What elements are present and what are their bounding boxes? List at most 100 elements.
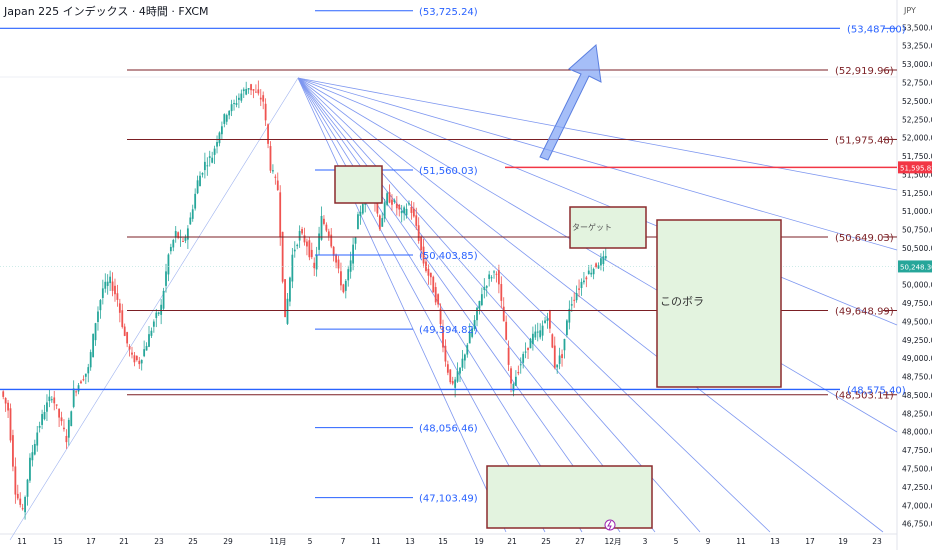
candle-body <box>252 89 255 91</box>
candle-body <box>405 208 408 216</box>
candle-body <box>118 303 121 313</box>
candle-body <box>75 391 78 393</box>
x-tick-label: 9 <box>706 537 711 546</box>
candle-body <box>138 360 141 365</box>
candle-body <box>50 399 53 401</box>
candle-body <box>77 385 80 392</box>
candle-body <box>140 359 143 364</box>
candle-body <box>274 176 277 178</box>
candle-body <box>7 402 9 411</box>
x-tick-label: 12月 <box>604 537 621 546</box>
candle-body <box>143 349 146 357</box>
level-label: (49,648.99) <box>835 306 894 317</box>
candle-body <box>131 352 133 355</box>
x-tick-label: 21 <box>119 537 129 546</box>
candle-body <box>412 208 415 217</box>
x-tick-label: 3 <box>643 537 648 546</box>
candle-body <box>536 331 539 333</box>
candle-body <box>349 260 352 272</box>
fan-line <box>297 77 884 533</box>
candle-body <box>160 304 163 315</box>
candle-body <box>541 325 544 336</box>
fan-line <box>297 77 701 533</box>
candle-body <box>208 156 211 158</box>
x-tick-label: 29 <box>223 537 233 546</box>
y-tick-label: 53,250.00 <box>902 42 932 51</box>
candle-body <box>578 288 580 290</box>
candle-body <box>549 310 551 329</box>
current-price-badge-text: 50,248.30 <box>900 263 932 271</box>
candle-body <box>162 290 165 309</box>
x-tick-label: 19 <box>474 537 484 546</box>
y-tick-label: 48,750.00 <box>902 373 932 382</box>
candle-body <box>514 376 517 386</box>
fib-label: (47,103.49) <box>419 494 478 505</box>
candle-body <box>128 346 131 350</box>
candle-body <box>602 256 605 265</box>
y-tick-label: 48,500.00 <box>902 391 932 400</box>
x-tick-label: 17 <box>86 537 96 546</box>
x-tick-label: 13 <box>770 537 780 546</box>
x-tick-label: 11 <box>17 537 27 546</box>
candle-body <box>551 334 554 348</box>
candle-body <box>89 352 92 368</box>
candle-body <box>38 425 41 428</box>
chart-title: Japan 225 インデックス · 4時間 · FXCM <box>4 5 209 18</box>
currency-label: JPY <box>904 6 916 15</box>
candle-body <box>148 334 150 347</box>
candle-body <box>145 345 148 351</box>
candle-body <box>12 435 14 467</box>
candle-body <box>281 231 284 282</box>
candle-body <box>123 326 126 336</box>
candle-body <box>505 321 508 340</box>
y-tick-label: 51,500.00 <box>902 170 932 179</box>
candle-body <box>403 207 406 214</box>
y-tick-label: 51,250.00 <box>902 189 932 198</box>
fib-label: (48,056.46) <box>419 424 478 435</box>
candle-body <box>303 235 306 243</box>
red-price-badge-text: 51,595.82 <box>900 164 932 172</box>
candle-body <box>563 338 566 351</box>
candle-body <box>211 157 214 163</box>
y-tick-label: 48,000.00 <box>902 428 932 437</box>
candle-body <box>386 193 389 205</box>
candle-body <box>568 308 571 323</box>
level-label: (51,975.48) <box>835 135 894 146</box>
candle-body <box>597 265 600 269</box>
y-tick-label: 51,750.00 <box>902 152 932 161</box>
candle-body <box>233 103 235 105</box>
y-tick-label: 53,500.00 <box>902 23 932 32</box>
candle-body <box>310 249 313 258</box>
fib-label: (53,725.24) <box>419 7 478 18</box>
candle-body <box>335 254 337 263</box>
candle-body <box>301 229 303 234</box>
candle-body <box>461 358 464 368</box>
volatility-box <box>656 219 782 388</box>
current-price-badge <box>898 260 932 273</box>
candle-body <box>573 299 576 301</box>
candle-body <box>325 224 328 231</box>
candle-body <box>84 373 87 377</box>
candle-body <box>41 414 43 425</box>
candle-body <box>109 276 112 284</box>
y-tick-label: 47,500.00 <box>902 465 932 474</box>
y-tick-label: 53,000.00 <box>902 60 932 69</box>
candle-body <box>497 270 500 285</box>
candle-body <box>46 402 48 412</box>
candle-body <box>16 493 19 499</box>
candle-body <box>33 443 36 455</box>
candle-body <box>189 217 192 225</box>
candle-body <box>29 457 31 481</box>
y-tick-label: 49,750.00 <box>902 299 932 308</box>
candle-body <box>595 263 597 267</box>
candle-body <box>276 180 279 191</box>
candle-body <box>201 173 204 175</box>
candle-body <box>449 369 452 383</box>
candle-body <box>257 89 260 94</box>
candle-body <box>87 367 90 374</box>
y-tick-label: 51,000.00 <box>902 207 932 216</box>
candle-body <box>359 211 362 216</box>
candle-body <box>279 192 282 238</box>
fan-line <box>297 77 507 533</box>
